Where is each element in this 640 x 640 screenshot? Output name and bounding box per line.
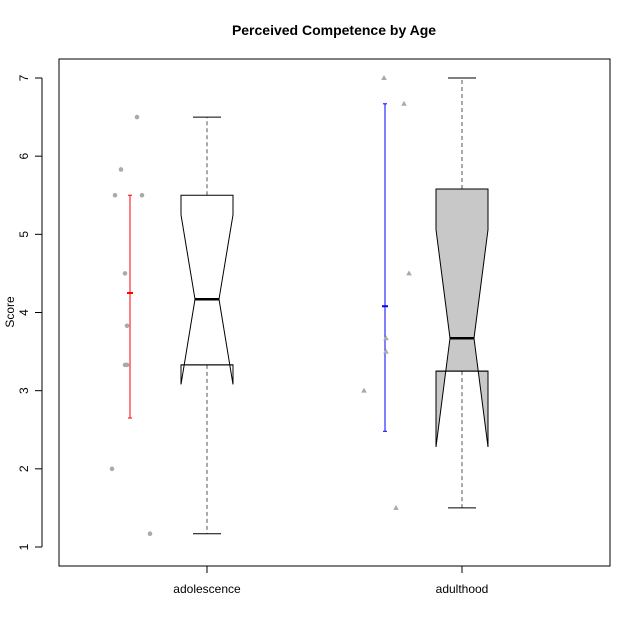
y-axis-ticks: 1 2 3 4 5 6 7 bbox=[17, 74, 42, 550]
data-point bbox=[393, 504, 399, 510]
data-point bbox=[383, 335, 389, 341]
data-point bbox=[109, 466, 115, 472]
data-point bbox=[112, 192, 118, 198]
data-point bbox=[406, 270, 412, 276]
x-tick-label: adulthood bbox=[436, 582, 489, 596]
chart-title: Perceived Competence by Age bbox=[232, 22, 436, 38]
data-point bbox=[134, 114, 140, 120]
box-adulthood bbox=[361, 75, 489, 510]
data-point bbox=[122, 362, 128, 368]
data-point bbox=[124, 323, 130, 329]
box-series bbox=[109, 75, 489, 537]
data-point bbox=[122, 271, 128, 276]
data-point bbox=[118, 167, 124, 172]
data-point bbox=[361, 387, 367, 393]
y-tick-label: 1 bbox=[17, 543, 31, 550]
x-tick-label: adolescence bbox=[173, 582, 241, 596]
plot-area bbox=[58, 58, 611, 567]
y-axis-label: Score bbox=[3, 296, 17, 328]
y-tick-label: 5 bbox=[17, 231, 31, 238]
y-tick-label: 2 bbox=[17, 465, 31, 472]
notched-box bbox=[180, 194, 234, 385]
box-adolescence bbox=[109, 114, 234, 537]
data-point bbox=[381, 75, 387, 80]
y-tick-label: 6 bbox=[17, 153, 31, 160]
data-point bbox=[147, 531, 153, 537]
x-axis-ticks: adolescence adulthood bbox=[173, 566, 488, 596]
y-tick-label: 4 bbox=[17, 309, 31, 316]
data-point bbox=[139, 192, 145, 198]
y-tick-label: 3 bbox=[17, 387, 31, 394]
y-tick-label: 7 bbox=[17, 74, 31, 81]
data-point bbox=[383, 348, 389, 354]
data-point bbox=[401, 100, 407, 106]
